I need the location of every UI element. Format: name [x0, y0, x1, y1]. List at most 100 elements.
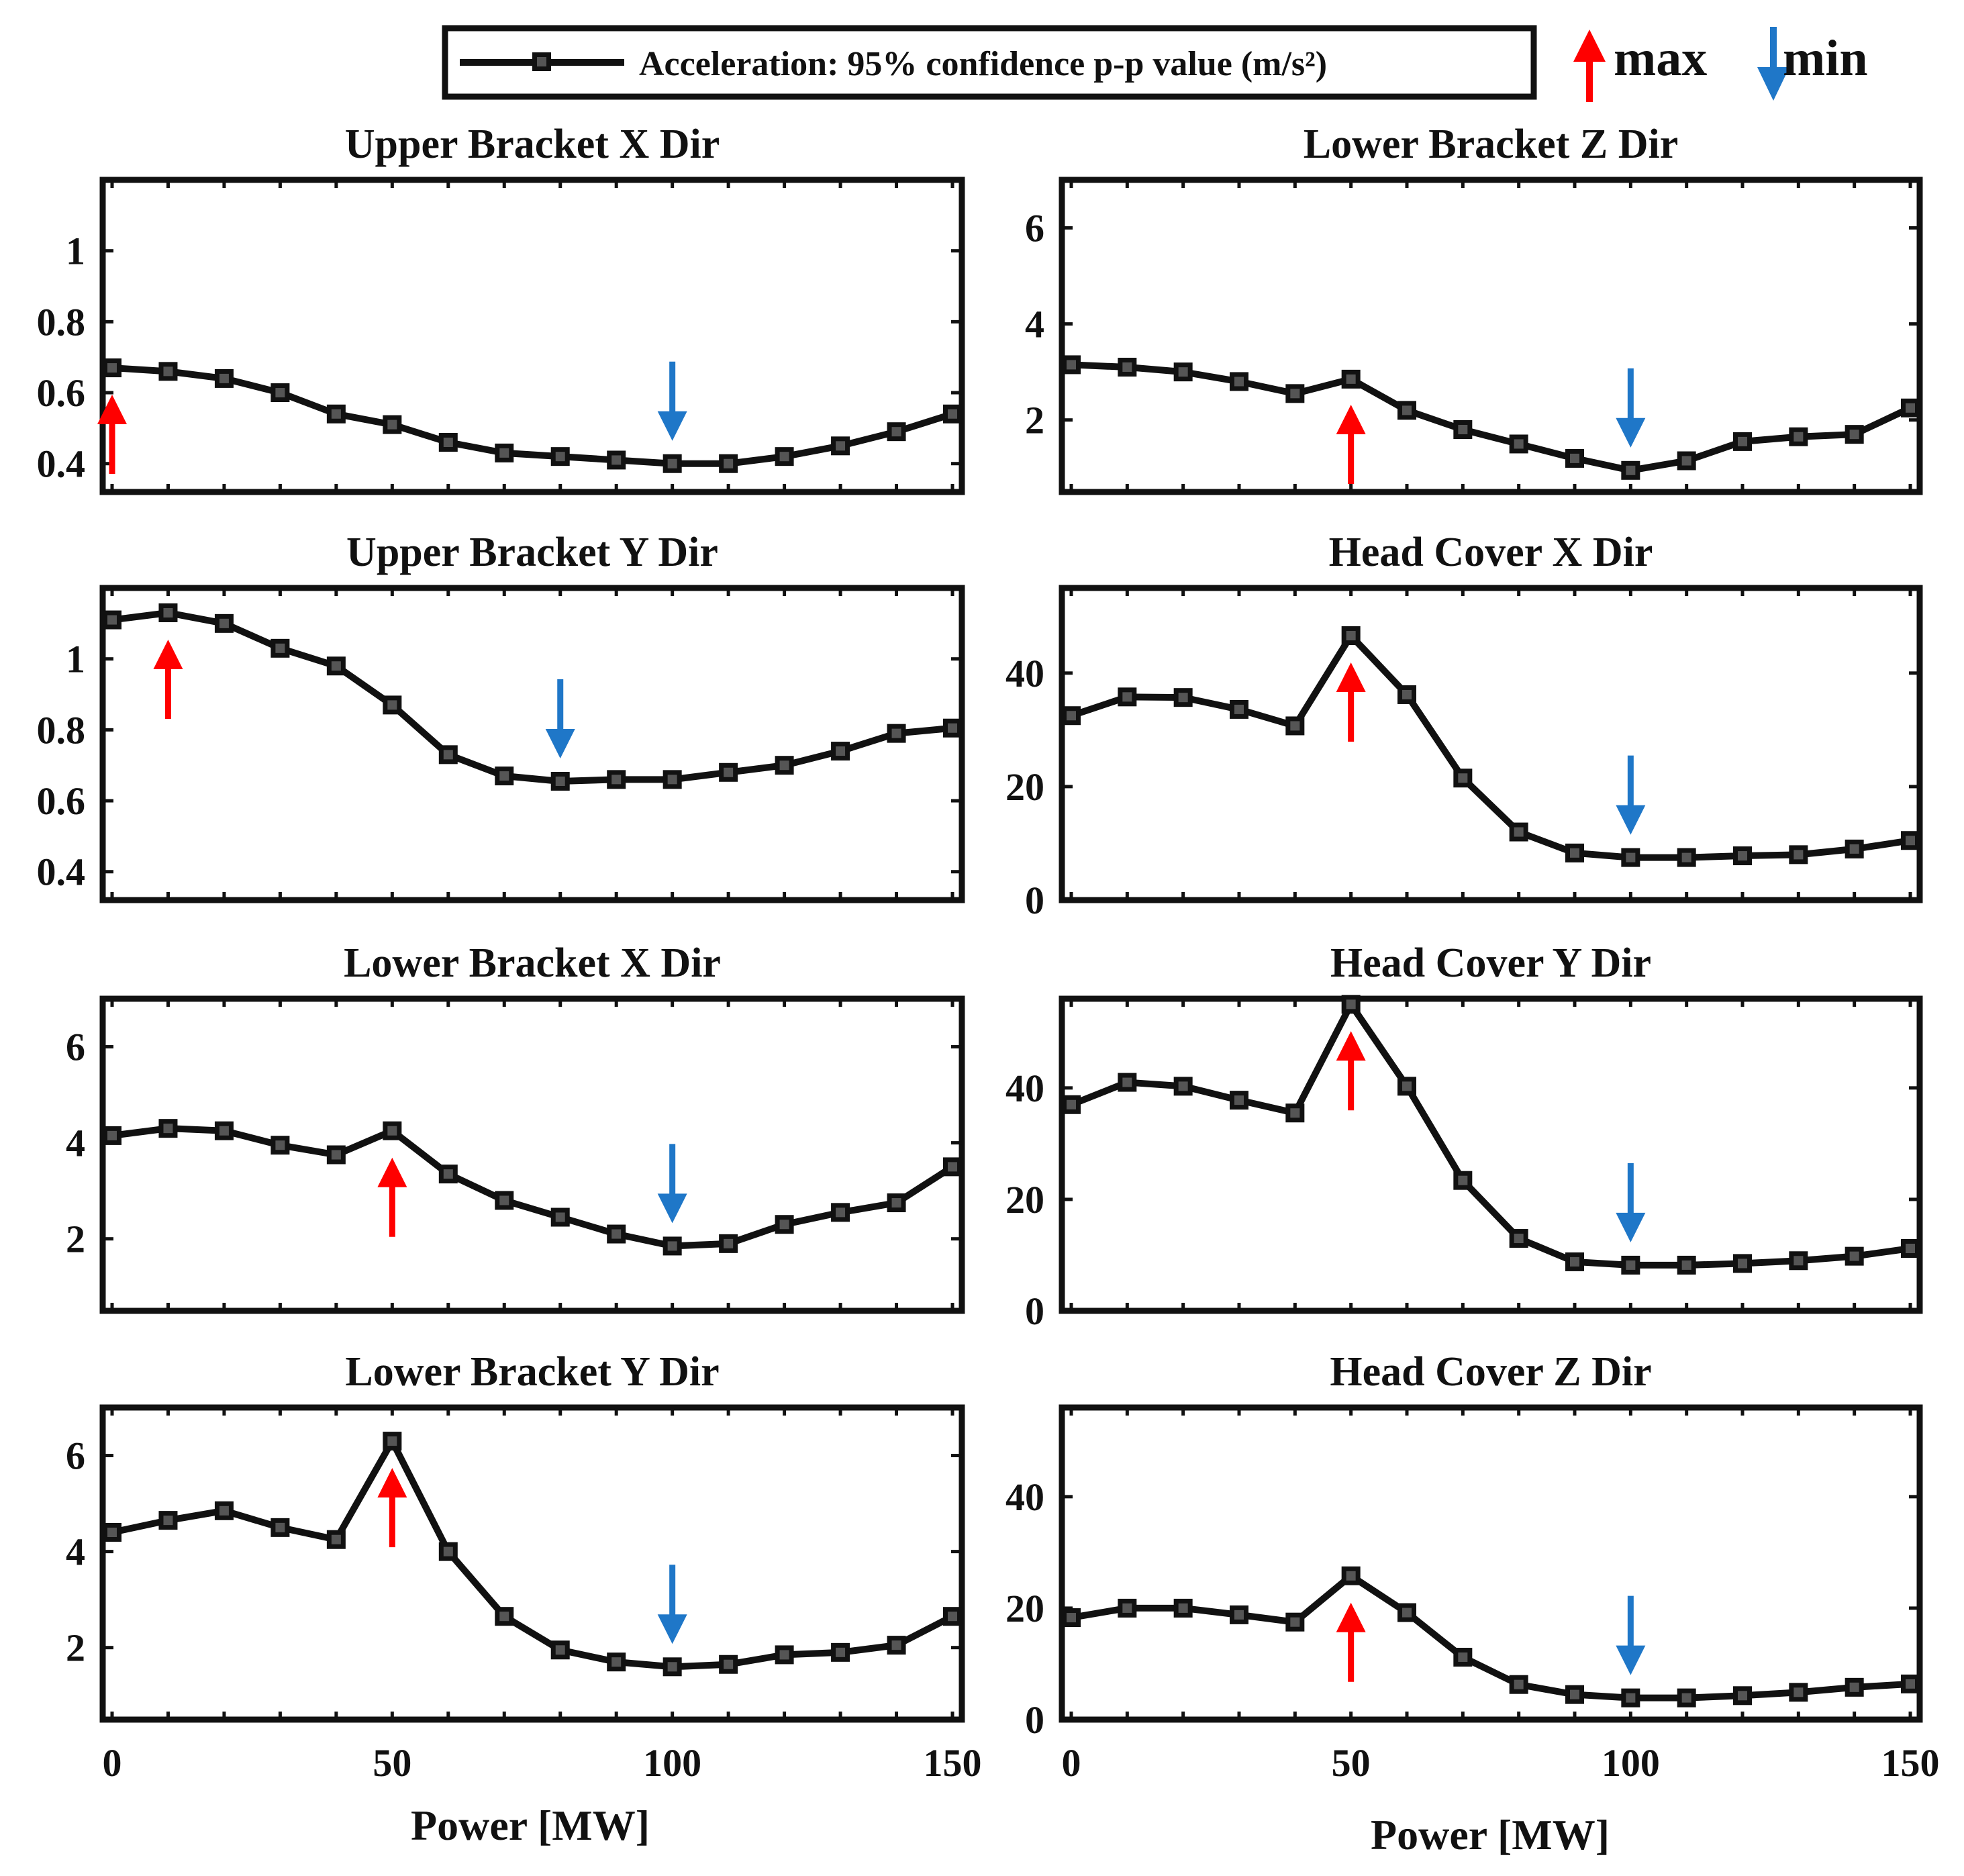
panel-7-max-arrow-icon-head [377, 1468, 407, 1498]
panel-7-min-arrow-icon [657, 1565, 687, 1644]
panel-1-data-point-inner [331, 409, 341, 419]
panel-3: Upper Bracket Y Dir 0.4 0.6 0.8 1 [37, 530, 965, 903]
panel-1-title: Upper Bracket X Dir [345, 121, 720, 167]
panel-8-data-point-inner [1290, 1617, 1300, 1627]
panel-2: Lower Bracket Z Dir 2 4 6 [1025, 121, 1923, 495]
panel-3-data-point-inner [499, 771, 509, 781]
panel-2-data-point-inner [1290, 389, 1300, 399]
panel-4-data-point-inner [1626, 852, 1636, 862]
panel-2-data-point-inner [1570, 453, 1579, 463]
panel-2-min-arrow-icon-head [1616, 417, 1646, 448]
panel-1-max-arrow-icon-head [97, 395, 127, 425]
panel-1: Upper Bracket X Dir 0.4 0.6 0.8 1 [37, 121, 965, 495]
panel-8-data-point-inner [1122, 1603, 1132, 1613]
panel-2-data-point-inner [1626, 465, 1636, 475]
panel-8-xtick-label: 0 [1062, 1741, 1081, 1785]
panel-6-min-arrow-icon [1616, 1163, 1646, 1242]
panel-1-data-point-inner [107, 363, 117, 373]
panel-4-min-arrow-icon [1616, 755, 1646, 835]
panel-3-data-point-inner [163, 607, 173, 618]
panel-8-data-point-inner [1738, 1691, 1747, 1701]
panel-6-data-point-inner [1626, 1260, 1636, 1270]
panel-6-data-point-inner [1067, 1099, 1076, 1109]
panel-8-ytick-label: 20 [1005, 1587, 1044, 1630]
panel-1-data-point-inner [836, 441, 846, 451]
panel-1-frame [99, 177, 965, 495]
panel-4-data-point-inner [1067, 711, 1076, 721]
panel-1-data-point-inner [387, 419, 397, 430]
panel-2-max-arrow-icon-head [1336, 405, 1366, 434]
panel-5-data-point-inner [555, 1212, 565, 1222]
panel-8-data-point-inner [1402, 1608, 1412, 1618]
panel-4-data-point-inner [1346, 631, 1356, 641]
panel-8-xtick-label: 150 [1881, 1741, 1940, 1785]
panel-3-frame [99, 585, 965, 903]
panel-2-ytick-label: 4 [1025, 303, 1044, 346]
panel-1-data-point-inner [779, 452, 789, 462]
panel-5-data-point-inner [331, 1150, 341, 1160]
panel-2-frame [1059, 177, 1923, 495]
panel-1-data-point-inner [611, 455, 622, 465]
panel-8-data-point-inner [1067, 1613, 1076, 1623]
panel-6-title: Head Cover Y Dir [1330, 940, 1651, 986]
panel-7-data-point-inner [948, 1612, 957, 1622]
panel-5-max-arrow-icon [377, 1157, 407, 1237]
panel-3-data-point-inner [948, 723, 957, 733]
panel-8-data-point-inner [1794, 1687, 1804, 1697]
panel-2-data-point-inner [1738, 436, 1747, 446]
panel-7-xtick-label: 0 [103, 1741, 122, 1785]
panel-7-data-point-inner [107, 1528, 117, 1537]
panel-3-max-arrow-icon [153, 639, 183, 719]
x-axis-label-right: Power [MW] [1371, 1811, 1610, 1859]
panel-3-data-point-inner [724, 767, 734, 777]
panel-2-series-line [1071, 361, 1912, 474]
panel-6-data-point-inner [1234, 1095, 1244, 1105]
panel-3-data-point-inner [443, 750, 453, 760]
panel-5-data-point-inner [667, 1241, 677, 1251]
panel-7-frame [99, 1404, 965, 1723]
panel-7-data-point-inner [443, 1546, 453, 1557]
panel-5-ytick-label: 4 [66, 1122, 85, 1165]
panel-8-data-point-inner [1234, 1610, 1244, 1620]
panel-5-data-point-inner [836, 1207, 846, 1218]
panel-7-data-point-inner [219, 1505, 229, 1516]
panel-1-data-point-inner [219, 373, 229, 383]
panel-4-data-point-inner [1234, 704, 1244, 714]
panel-4-ytick-label: 40 [1005, 652, 1044, 695]
panel-7: Lower Bracket Y Dir 0 50 100 150 2 4 6 [66, 1349, 982, 1785]
panel-5-data-point-inner [779, 1220, 789, 1230]
panel-5-data-point-inner [724, 1238, 734, 1248]
panels: Upper Bracket X Dir 0.4 0.6 0.8 1 Lower Brack… [37, 121, 1940, 1785]
panel-1-ytick-label: 1 [66, 230, 85, 273]
panel-7-data-point-inner [275, 1522, 285, 1532]
legend-min-arrow-icon [1757, 27, 1789, 101]
panel-5-data-point-inner [387, 1126, 397, 1136]
panel-1-data-point-inner [275, 388, 285, 398]
panel-4-data-point-inner [1794, 850, 1804, 860]
panel-4-data-point-inner [1738, 851, 1747, 861]
panel-3-min-arrow-icon [545, 679, 575, 758]
panel-8-data-point-inner [1346, 1571, 1356, 1581]
panel-4-max-arrow-icon [1336, 662, 1366, 742]
panel-5-series-line [111, 1125, 954, 1250]
panel-4-data-point-inner [1906, 836, 1915, 846]
panel-3-data-point-inner [107, 615, 117, 625]
panel-7-max-arrow-icon [377, 1468, 407, 1548]
panel-8-max-arrow-icon [1336, 1602, 1366, 1682]
panel-8-ytick-label: 0 [1025, 1698, 1044, 1742]
panel-2-min-arrow-icon [1616, 368, 1646, 448]
panel-8-data-point-inner [1178, 1603, 1188, 1613]
panel-4-series-line [1070, 632, 1911, 861]
panel-4-min-arrow-icon-head [1616, 805, 1646, 835]
panel-4-frame [1059, 585, 1923, 903]
panel-2-data-point-inner [1794, 432, 1804, 442]
panel-8-frame [1059, 1404, 1923, 1723]
panel-7-data-point-inner [331, 1534, 341, 1544]
panel-6-data-point-inner [1738, 1258, 1747, 1269]
panel-3-data-point-inner [219, 618, 229, 628]
panel-4-ytick-label: 20 [1005, 765, 1044, 809]
panel-5-data-point-inner [948, 1162, 957, 1172]
panel-1-ytick-label: 0.8 [37, 300, 86, 344]
panel-2-data-point-inner [1849, 430, 1859, 440]
panel-1-data-point-inner [891, 427, 901, 437]
